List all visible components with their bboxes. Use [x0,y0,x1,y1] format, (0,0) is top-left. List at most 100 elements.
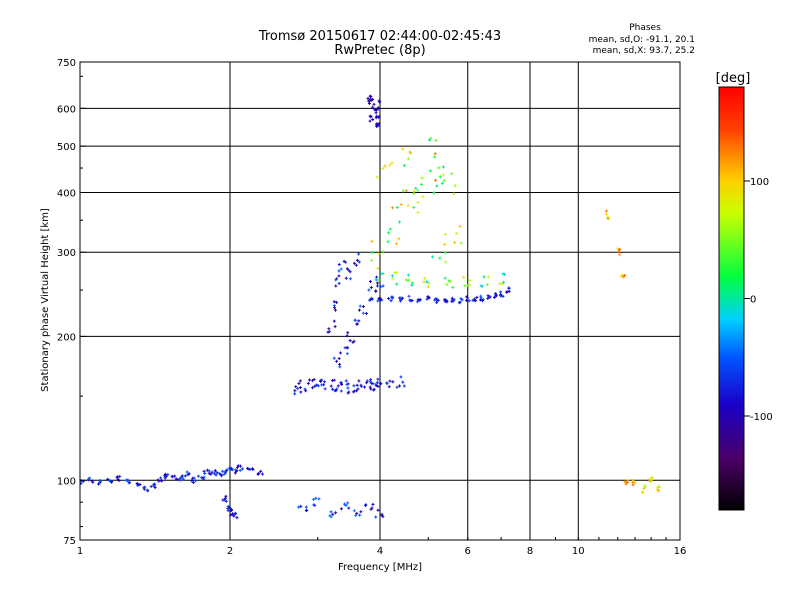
data-point [335,359,339,363]
data-point [296,387,300,391]
data-point [345,334,349,338]
data-point [333,308,337,312]
data-point [643,485,647,489]
data-point [365,379,369,383]
data-point [180,475,184,479]
data-point [657,485,661,489]
data-point [233,471,237,475]
data-point [205,468,209,472]
y-axis-title: Stationary phase Virtual Height [km] [40,208,51,392]
data-point [260,472,264,476]
data-point [471,298,475,302]
data-point [294,385,298,389]
data-point [337,263,341,267]
data-point [488,295,492,299]
data-point [331,387,335,391]
data-point [335,387,339,391]
data-point [314,496,318,500]
data-point [401,380,405,384]
data-point [228,513,232,517]
data-point [412,189,416,193]
x-tick-label: 10 [572,546,585,557]
data-point [145,488,149,492]
data-point [335,300,339,304]
y-axis-ticks: 75 100 200 300 400 500 600 750 [57,58,86,547]
data-point [351,340,355,344]
data-point [381,284,385,288]
data-point [434,178,438,182]
data-point [226,505,230,509]
data-point [486,296,490,300]
x-tick-label: 4 [377,546,383,557]
data-point [482,275,486,279]
data-point [339,351,343,355]
data-point [313,384,317,388]
data-point [391,206,395,210]
data-point [331,512,335,516]
data-point [412,192,416,196]
data-point [617,250,621,254]
data-point [503,272,507,276]
data-point [359,385,363,389]
data-point [329,515,333,519]
data-point [370,381,374,385]
data-point [98,479,102,483]
data-point [389,299,393,303]
data-point [315,383,319,387]
data-point [618,247,622,251]
data-point [499,290,503,294]
x-tick-label: 16 [674,546,687,557]
data-point [370,506,374,510]
data-point [407,294,411,298]
data-point [312,377,316,381]
data-point [346,501,350,505]
data-point [230,508,234,512]
data-point [224,499,228,503]
data-point [406,278,410,282]
data-point [159,476,163,480]
data-point [381,249,385,253]
data-point [259,469,263,473]
data-point [312,497,316,501]
data-point [375,124,379,128]
data-point [240,467,244,471]
data-point [357,260,361,264]
data-point [356,387,360,391]
data-point [348,339,352,343]
data-point [416,201,420,205]
data-point [163,476,167,480]
data-point [468,278,472,282]
data-point [345,382,349,386]
data-point [387,231,391,235]
data-point [344,503,348,507]
data-point [450,296,454,300]
data-point [346,386,350,390]
data-point [415,300,419,304]
data-point [346,331,350,335]
data-point [656,486,660,490]
data-point [371,118,375,122]
data-point [332,319,336,323]
data-point [303,387,307,391]
data-point [222,472,226,476]
data-point [371,502,375,506]
data-point [475,295,479,299]
data-point [124,478,128,482]
data-point [299,504,303,508]
data-point [348,277,352,281]
data-point [486,294,490,298]
data-point [380,513,384,517]
x-axis-ticks: 1 2 4 8 16 6 10 [77,534,687,557]
data-point [433,152,437,156]
data-point [416,189,420,193]
data-point [633,481,637,485]
data-point [480,299,484,303]
data-point [327,327,331,331]
data-point [622,275,626,279]
data-point [376,266,380,270]
data-point [404,278,408,282]
data-point [429,136,433,140]
data-point [370,297,374,301]
data-point [397,220,401,224]
data-point [426,285,430,289]
